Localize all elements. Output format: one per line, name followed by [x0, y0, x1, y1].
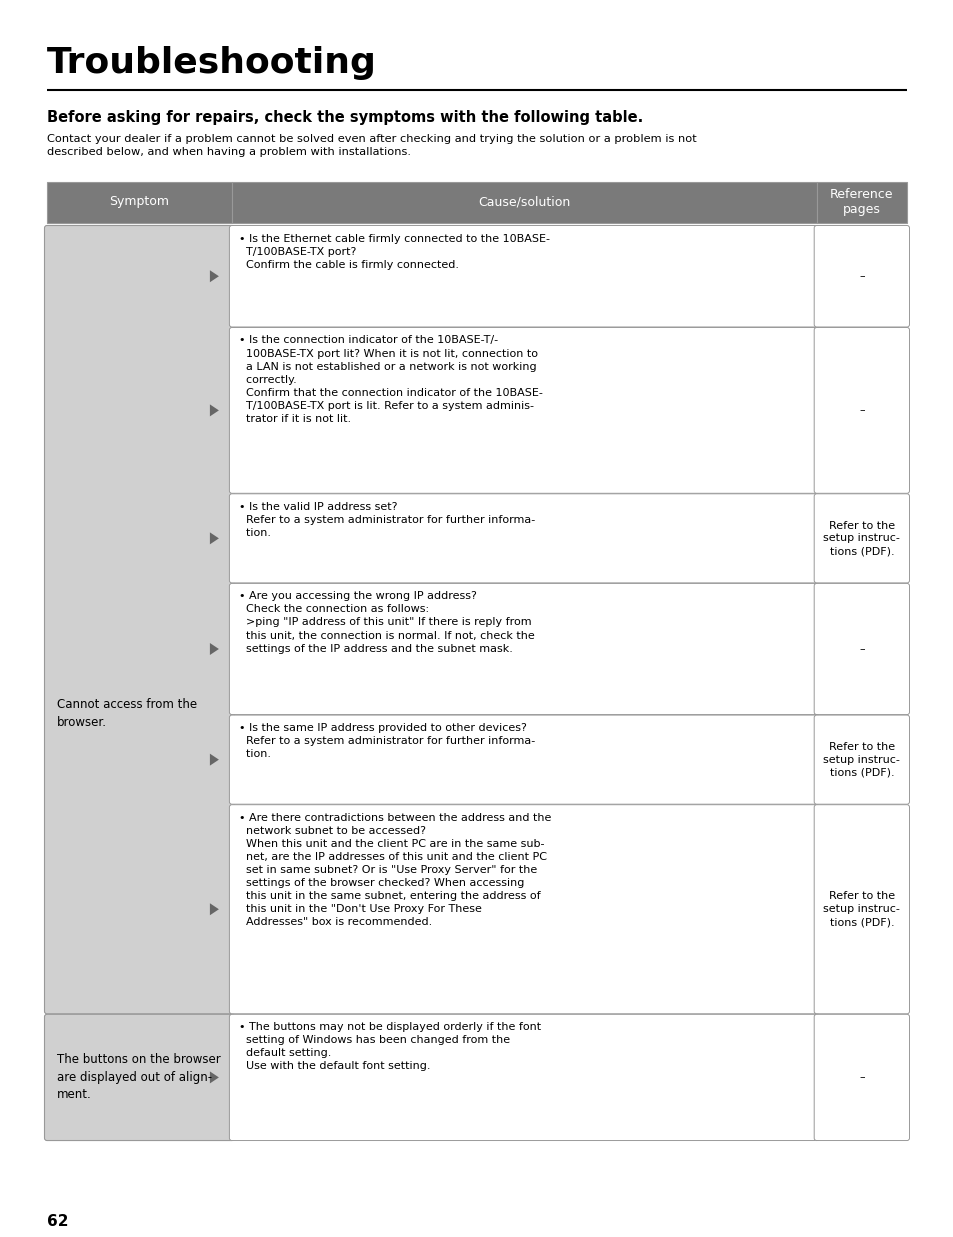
- Text: • The buttons may not be displayed orderly if the font
  setting of Windows has : • The buttons may not be displayed order…: [238, 1022, 540, 1071]
- FancyBboxPatch shape: [229, 494, 819, 583]
- FancyBboxPatch shape: [813, 225, 908, 327]
- FancyBboxPatch shape: [813, 715, 908, 804]
- Text: Symptom: Symptom: [110, 195, 170, 209]
- FancyBboxPatch shape: [813, 805, 908, 1014]
- FancyBboxPatch shape: [45, 1014, 234, 1141]
- Text: –: –: [858, 644, 863, 654]
- Text: Refer to the
setup instruc-
tions (PDF).: Refer to the setup instruc- tions (PDF).: [822, 521, 900, 557]
- Text: Cannot access from the
browser.: Cannot access from the browser.: [57, 699, 197, 729]
- FancyBboxPatch shape: [813, 584, 908, 715]
- FancyBboxPatch shape: [229, 1014, 819, 1141]
- Text: –: –: [858, 271, 863, 281]
- Text: Troubleshooting: Troubleshooting: [47, 46, 376, 80]
- FancyBboxPatch shape: [813, 328, 908, 494]
- FancyBboxPatch shape: [229, 584, 819, 715]
- Text: –: –: [858, 1072, 863, 1082]
- Bar: [47, 182, 232, 223]
- FancyBboxPatch shape: [229, 715, 819, 804]
- Text: Cause/solution: Cause/solution: [477, 195, 570, 209]
- Text: Refer to the
setup instruc-
tions (PDF).: Refer to the setup instruc- tions (PDF).: [822, 892, 900, 927]
- Bar: [816, 182, 906, 223]
- Text: Contact your dealer if a problem cannot be solved even after checking and trying: Contact your dealer if a problem cannot …: [47, 134, 696, 157]
- Text: • Is the connection indicator of the 10BASE-T/-
  100BASE-TX port lit? When it i: • Is the connection indicator of the 10B…: [238, 335, 542, 424]
- Polygon shape: [210, 270, 218, 282]
- Text: Reference
pages: Reference pages: [829, 188, 893, 216]
- FancyBboxPatch shape: [813, 494, 908, 583]
- Text: 62: 62: [47, 1213, 69, 1230]
- Polygon shape: [210, 1071, 218, 1084]
- FancyBboxPatch shape: [229, 225, 819, 327]
- Polygon shape: [210, 404, 218, 417]
- FancyBboxPatch shape: [229, 805, 819, 1014]
- Text: –: –: [858, 406, 863, 416]
- Polygon shape: [210, 903, 218, 915]
- Polygon shape: [210, 532, 218, 544]
- FancyBboxPatch shape: [229, 328, 819, 494]
- Text: Before asking for repairs, check the symptoms with the following table.: Before asking for repairs, check the sym…: [47, 110, 642, 125]
- Text: The buttons on the browser
are displayed out of align-
ment.: The buttons on the browser are displayed…: [57, 1054, 220, 1101]
- Text: • Are you accessing the wrong IP address?
  Check the connection as follows:
  >: • Are you accessing the wrong IP address…: [238, 591, 534, 653]
- Text: • Are there contradictions between the address and the
  network subnet to be ac: • Are there contradictions between the a…: [238, 813, 551, 927]
- FancyBboxPatch shape: [45, 225, 234, 1014]
- Polygon shape: [210, 753, 218, 766]
- Bar: [232, 182, 816, 223]
- FancyBboxPatch shape: [813, 1014, 908, 1141]
- Polygon shape: [210, 643, 218, 656]
- Text: • Is the Ethernet cable firmly connected to the 10BASE-
  T/100BASE-TX port?
  C: • Is the Ethernet cable firmly connected…: [238, 234, 549, 270]
- Text: Refer to the
setup instruc-
tions (PDF).: Refer to the setup instruc- tions (PDF).: [822, 742, 900, 777]
- Text: • Is the same IP address provided to other devices?
  Refer to a system administ: • Is the same IP address provided to oth…: [238, 724, 535, 760]
- Text: • Is the valid IP address set?
  Refer to a system administrator for further inf: • Is the valid IP address set? Refer to …: [238, 502, 535, 538]
